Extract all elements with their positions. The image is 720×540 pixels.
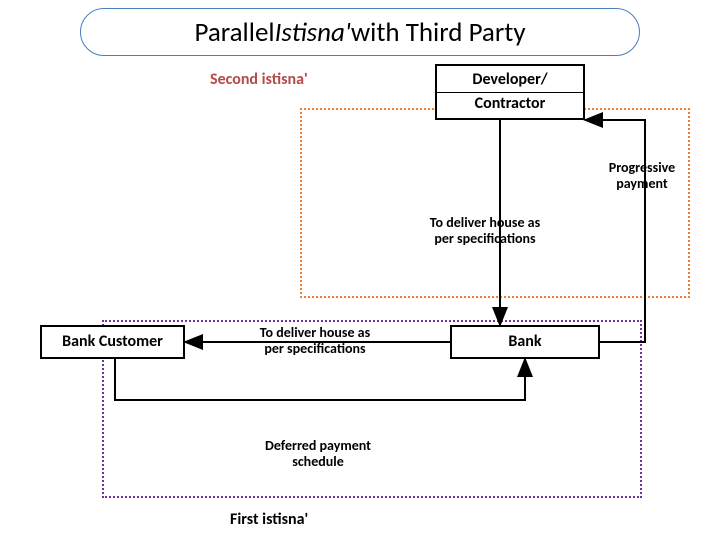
arrow-customer-to-bank-deferred [115, 359, 525, 400]
arrows-layer [0, 0, 720, 540]
arrow-bank-to-developer-progressive [585, 120, 645, 342]
